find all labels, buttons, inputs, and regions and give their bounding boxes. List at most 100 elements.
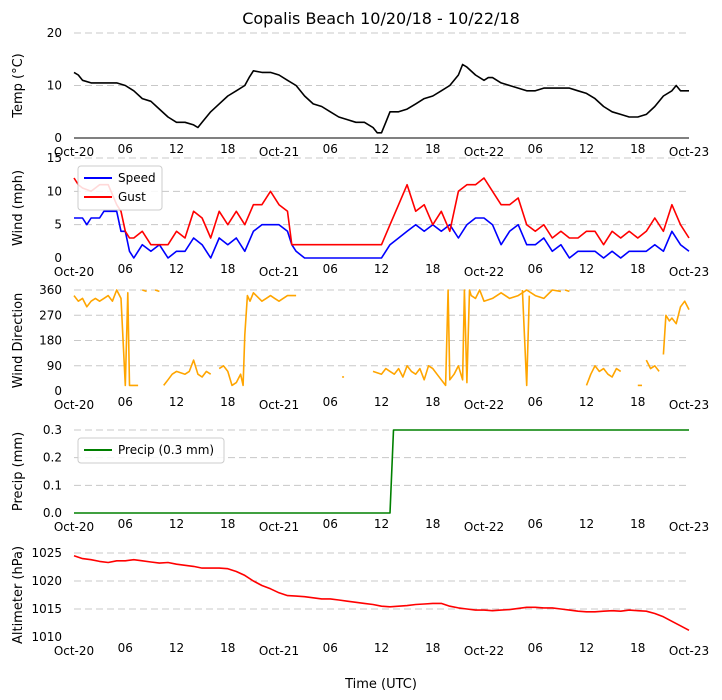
x-tick-label: 12	[169, 395, 184, 409]
series-direction	[564, 289, 570, 293]
x-tick-label: Oct-22	[464, 265, 504, 279]
y-tick-label: 1020	[31, 574, 62, 588]
x-tick-label: 12	[169, 517, 184, 531]
series-direction	[585, 364, 622, 386]
x-tick-label: 12	[374, 395, 389, 409]
x-tick-label: Oct-23	[669, 644, 709, 658]
panel-direction: 0 90 180 270 360 Wind Direction Oct-20 06 12 18 Oc…	[11, 283, 709, 412]
y-tick-label: 0.3	[43, 423, 62, 437]
x-tick-label: 06	[323, 395, 338, 409]
y-tick-label: 20	[47, 26, 62, 40]
x-tick-label: 18	[220, 517, 235, 531]
x-tick-label: 06	[118, 142, 133, 156]
series-speed	[74, 210, 690, 259]
y-tick-label: 270	[39, 308, 62, 322]
x-tick-label: Oct-21	[259, 398, 299, 412]
y-tick-label: 90	[47, 359, 62, 373]
y-tick-label: 1010	[31, 630, 62, 644]
x-tick-label: 06	[323, 262, 338, 276]
x-tick-label: 06	[118, 262, 133, 276]
x-tick-label: 12	[169, 142, 184, 156]
x-tick-label: Oct-23	[669, 145, 709, 159]
y-axis-label: Precip (mm)	[11, 432, 26, 511]
x-tick-label: 18	[630, 262, 645, 276]
x-tick-label: 06	[528, 395, 543, 409]
x-tick-label: 12	[374, 142, 389, 156]
y-axis-label: Altimeter (hPa)	[11, 546, 26, 644]
figure-title: Copalis Beach 10/20/18 - 10/22/18	[242, 9, 520, 28]
y-tick-label: 0.2	[43, 451, 62, 465]
x-tick-label: Oct-20	[54, 398, 94, 412]
x-tick-label: 18	[425, 517, 440, 531]
panel-wind: 0 5 10 15 Wind (mph) Oct-20 06 12 18 Oct-21 06 12 18…	[11, 151, 709, 279]
x-tick-label: 12	[169, 641, 184, 655]
series-altimeter	[73, 555, 690, 632]
x-tick-label: Oct-22	[464, 145, 504, 159]
x-tick-label: Oct-20	[54, 265, 94, 279]
legend: Speed Gust	[77, 165, 163, 211]
y-tick-label: 0	[54, 131, 62, 145]
series-direction	[662, 300, 690, 355]
x-tick-label: 06	[528, 641, 543, 655]
x-tick-label: Oct-20	[54, 145, 94, 159]
y-tick-label: 360	[39, 283, 62, 297]
panel-precip: 0.0 0.1 0.2 0.3 Precip (mm) Oct-20 06 12 18 Oct-2…	[11, 423, 709, 534]
x-tick-label: 06	[528, 517, 543, 531]
x-tick-label: 06	[323, 142, 338, 156]
series-temperature	[73, 63, 689, 134]
x-tick-label: 18	[630, 517, 645, 531]
x-tick-label: 12	[579, 641, 594, 655]
series-precip-0-3-mm-	[74, 429, 689, 514]
x-tick-label: Oct-22	[464, 398, 504, 412]
legend-label: Speed	[118, 171, 156, 185]
x-tick-label: 12	[579, 262, 594, 276]
panel-altimeter: 1010 1015 1020 1025 Altimeter (hPa) Oct-20 06 1…	[11, 546, 709, 658]
y-tick-label: 15	[47, 151, 62, 165]
x-tick-label: 06	[118, 517, 133, 531]
y-tick-label: 10	[47, 184, 62, 198]
series-direction	[521, 289, 531, 387]
x-tick-label: 18	[630, 142, 645, 156]
x-tick-label: 12	[374, 517, 389, 531]
x-axis-label: Time (UTC)	[344, 677, 417, 692]
x-tick-label: 18	[220, 395, 235, 409]
x-tick-label: Oct-21	[259, 644, 299, 658]
x-tick-label: Oct-22	[464, 644, 504, 658]
x-tick-label: Oct-23	[669, 265, 709, 279]
x-tick-label: 06	[528, 262, 543, 276]
x-tick-label: 12	[374, 262, 389, 276]
series-direction	[163, 359, 212, 386]
y-tick-label: 5	[54, 218, 62, 232]
x-tick-label: 12	[579, 395, 594, 409]
series-direction	[142, 289, 147, 293]
x-tick-label: 12	[579, 517, 594, 531]
y-tick-label: 0	[54, 384, 62, 398]
x-tick-label: 18	[220, 142, 235, 156]
x-tick-label: 18	[220, 262, 235, 276]
legend-box	[77, 437, 225, 464]
x-tick-label: 18	[630, 395, 645, 409]
x-tick-label: Oct-22	[464, 520, 504, 534]
x-tick-label: 06	[528, 142, 543, 156]
x-tick-label: Oct-20	[54, 520, 94, 534]
y-tick-label: 180	[39, 334, 62, 348]
y-tick-label: 10	[47, 79, 62, 93]
x-tick-label: Oct-23	[669, 398, 709, 412]
series-direction	[154, 289, 160, 293]
legend-label: Gust	[118, 190, 146, 204]
x-tick-label: 12	[579, 142, 594, 156]
y-tick-label: 1025	[31, 546, 62, 560]
x-tick-label: Oct-23	[669, 520, 709, 534]
y-tick-label: 0	[54, 251, 62, 265]
y-tick-label: 0.0	[43, 506, 62, 520]
series-direction	[372, 289, 562, 387]
legend-label: Precip (0.3 mm)	[118, 443, 214, 457]
x-tick-label: 18	[630, 641, 645, 655]
panel-temp: 0 10 20 Temp (°C) Oct-20 06 12 18 Oct-21 06 12 18 Oc…	[11, 26, 709, 159]
x-tick-label: 06	[118, 395, 133, 409]
y-axis-label: Wind (mph)	[11, 170, 26, 246]
x-tick-label: Oct-21	[259, 145, 299, 159]
x-tick-label: 18	[220, 641, 235, 655]
